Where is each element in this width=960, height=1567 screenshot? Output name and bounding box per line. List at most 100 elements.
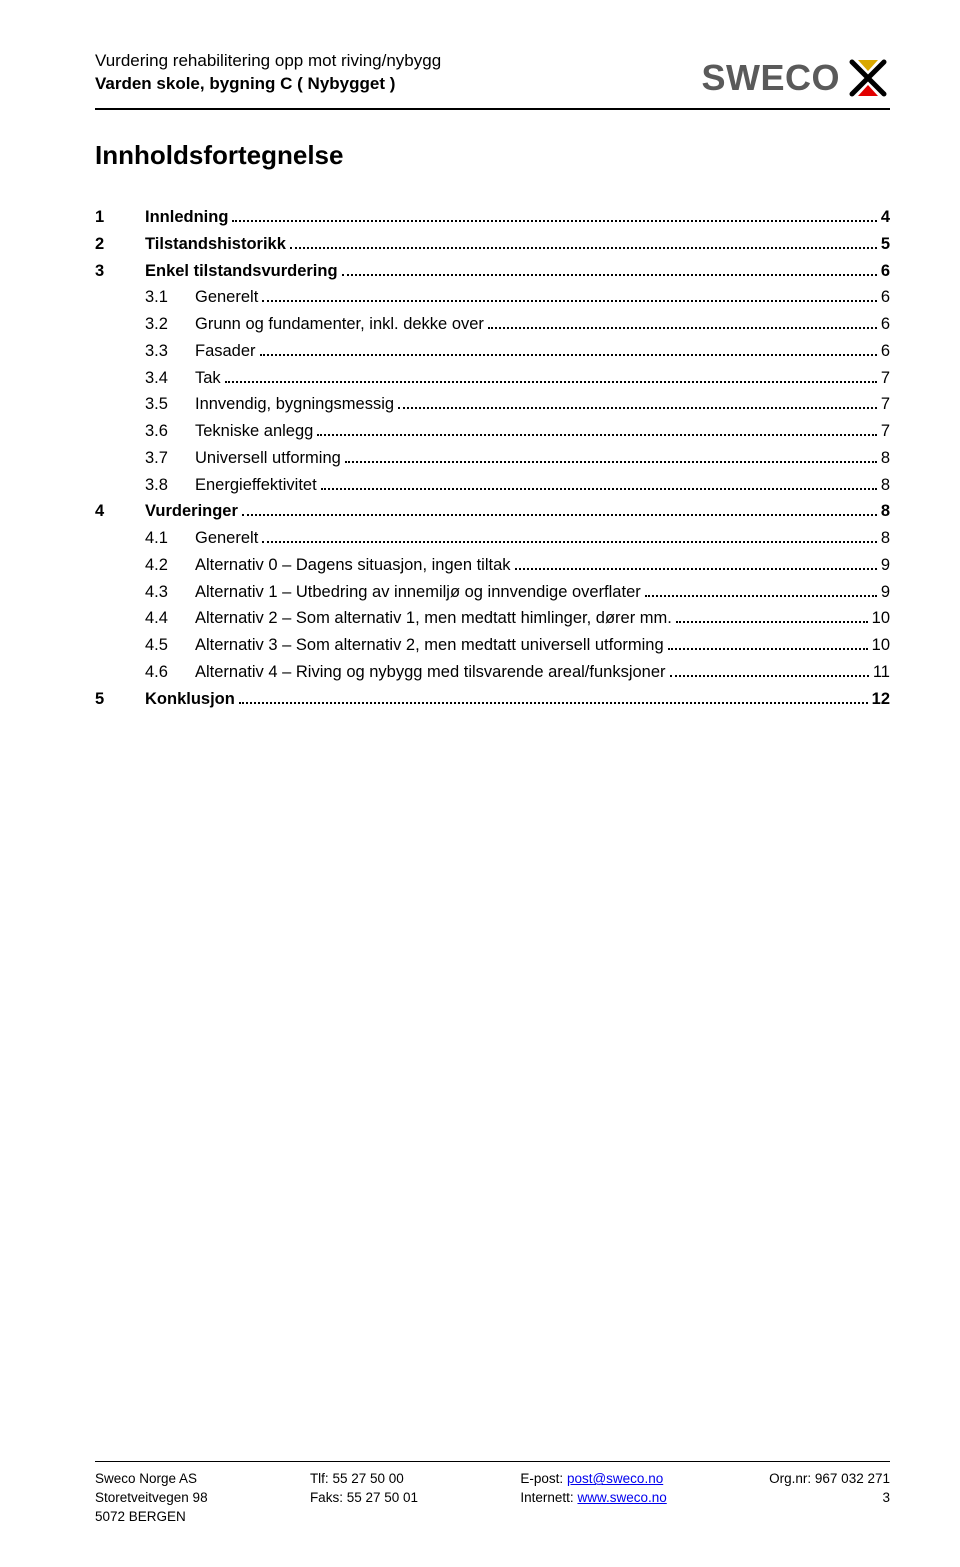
toc-row[interactable]: 3.7Universell utforming8	[95, 446, 890, 471]
toc-entry-number: 3	[95, 259, 145, 284]
toc-row[interactable]: 4.1Generelt8	[95, 526, 890, 551]
toc-row[interactable]: 1Innledning 4	[95, 205, 890, 230]
toc-entry-label: Tak	[195, 366, 221, 391]
toc-entry-page: 8	[881, 446, 890, 471]
footer-faks: Faks: 55 27 50 01	[310, 1489, 418, 1508]
toc-row[interactable]: 5Konklusjon12	[95, 687, 890, 712]
toc-entry-label: Konklusjon	[145, 687, 235, 712]
toc-entry-label: Alternativ 1 – Utbedring av innemiljø og…	[195, 580, 641, 605]
header-line1: Vurdering rehabilitering opp mot riving/…	[95, 50, 441, 73]
toc-title: Innholdsfortegnelse	[95, 140, 890, 171]
footer-col-phone: Tlf: 55 27 50 00 Faks: 55 27 50 01	[310, 1470, 418, 1527]
toc-entry-page: 10	[872, 633, 890, 658]
footer-epost-link[interactable]: post@sweco.no	[567, 1471, 663, 1486]
toc-entry-page: 6	[881, 285, 890, 310]
footer-col-contact: E-post: post@sweco.no Internett: www.swe…	[520, 1470, 666, 1527]
toc-entry-label: Enkel tilstandsvurdering	[145, 259, 338, 284]
page-footer: Sweco Norge AS Storetveitvegen 98 5072 B…	[95, 1461, 890, 1527]
toc-entry-label: Innvendig, bygningsmessig	[195, 392, 394, 417]
toc-entry-number: 1	[95, 205, 145, 230]
toc-leader-dots	[398, 407, 877, 409]
toc-leader-dots	[488, 327, 877, 329]
toc-row[interactable]: 4.2Alternativ 0 – Dagens situasjon, inge…	[95, 553, 890, 578]
logo-text: SWECO	[701, 57, 840, 99]
footer-col-company: Sweco Norge AS Storetveitvegen 98 5072 B…	[95, 1470, 208, 1527]
footer-addr1: Storetveitvegen 98	[95, 1489, 208, 1508]
toc-entry-label: Tekniske anlegg	[195, 419, 313, 444]
toc-row[interactable]: 3Enkel tilstandsvurdering 6	[95, 259, 890, 284]
footer-addr2: 5072 BERGEN	[95, 1508, 208, 1527]
toc-row[interactable]: 3.2Grunn og fundamenter, inkl. dekke ove…	[95, 312, 890, 337]
toc-entry-number: 4	[95, 499, 145, 524]
toc-entry-label: Generelt	[195, 526, 258, 551]
toc-entry-label: Alternativ 0 – Dagens situasjon, ingen t…	[195, 553, 511, 578]
toc-entry-number: 3.8	[145, 473, 195, 498]
toc-entry-label: Fasader	[195, 339, 256, 364]
toc-entry-number: 3.4	[145, 366, 195, 391]
toc-leader-dots	[262, 541, 877, 543]
header-text-block: Vurdering rehabilitering opp mot riving/…	[95, 50, 441, 96]
toc-row[interactable]: 3.1Generelt 6	[95, 285, 890, 310]
toc-entry-label: Alternativ 2 – Som alternativ 1, men med…	[195, 606, 672, 631]
toc-row[interactable]: 3.5Innvendig, bygningsmessig7	[95, 392, 890, 417]
toc-entry-number: 4.4	[145, 606, 195, 631]
toc-entry-label: Innledning	[145, 205, 228, 230]
toc-leader-dots	[645, 595, 877, 597]
toc-leader-dots	[345, 461, 877, 463]
toc-entry-label: Energieffektivitet	[195, 473, 317, 498]
toc-leader-dots	[321, 488, 877, 490]
footer-company: Sweco Norge AS	[95, 1470, 208, 1489]
toc-entry-page: 8	[881, 526, 890, 551]
toc-row[interactable]: 4.5Alternativ 3 – Som alternativ 2, men …	[95, 633, 890, 658]
sweco-logo-icon	[846, 56, 890, 100]
toc-row[interactable]: 3.8Energieffektivitet8	[95, 473, 890, 498]
table-of-contents: 1Innledning42Tilstandshistorikk53Enkel t…	[95, 205, 890, 711]
toc-entry-page: 6	[881, 339, 890, 364]
footer-page-number: 3	[769, 1489, 890, 1508]
toc-row[interactable]: 3.3Fasader6	[95, 339, 890, 364]
toc-entry-number: 4.3	[145, 580, 195, 605]
toc-leader-dots	[317, 434, 876, 436]
toc-leader-dots	[290, 247, 877, 249]
toc-entry-number: 4.2	[145, 553, 195, 578]
toc-entry-number: 3.7	[145, 446, 195, 471]
toc-entry-number: 3.1	[145, 285, 195, 310]
toc-entry-page: 4	[881, 205, 890, 230]
toc-row[interactable]: 4.6Alternativ 4 – Riving og nybygg med t…	[95, 660, 890, 685]
toc-row[interactable]: 2Tilstandshistorikk 5	[95, 232, 890, 257]
toc-leader-dots	[232, 220, 876, 222]
toc-leader-dots	[225, 381, 877, 383]
toc-entry-number: 2	[95, 232, 145, 257]
toc-row[interactable]: 4.4Alternativ 2 – Som alternativ 1, men …	[95, 606, 890, 631]
toc-entry-page: 9	[881, 553, 890, 578]
toc-leader-dots	[342, 274, 877, 276]
toc-row[interactable]: 3.4Tak7	[95, 366, 890, 391]
toc-entry-page: 10	[872, 606, 890, 631]
toc-entry-number: 3.6	[145, 419, 195, 444]
page-header: Vurdering rehabilitering opp mot riving/…	[95, 50, 890, 110]
toc-entry-label: Generelt	[195, 285, 258, 310]
toc-entry-label: Tilstandshistorikk	[145, 232, 286, 257]
toc-entry-page: 6	[881, 259, 890, 284]
toc-entry-page: 5	[881, 232, 890, 257]
toc-entry-page: 11	[873, 660, 890, 685]
toc-leader-dots	[239, 702, 868, 704]
toc-row[interactable]: 4.3Alternativ 1 – Utbedring av innemiljø…	[95, 580, 890, 605]
toc-row[interactable]: 3.6Tekniske anlegg 7	[95, 419, 890, 444]
toc-entry-number: 4.6	[145, 660, 195, 685]
toc-entry-label: Grunn og fundamenter, inkl. dekke over	[195, 312, 484, 337]
toc-entry-page: 7	[881, 419, 890, 444]
sweco-logo: SWECO	[701, 56, 890, 100]
toc-entry-number: 3.2	[145, 312, 195, 337]
footer-internett-link[interactable]: www.sweco.no	[577, 1490, 666, 1505]
toc-entry-label: Vurderinger	[145, 499, 238, 524]
footer-epost: E-post: post@sweco.no	[520, 1470, 666, 1489]
toc-entry-label: Alternativ 3 – Som alternativ 2, men med…	[195, 633, 664, 658]
toc-entry-number: 3.5	[145, 392, 195, 417]
toc-leader-dots	[670, 675, 869, 677]
toc-entry-page: 8	[881, 499, 890, 524]
footer-internett: Internett: www.sweco.no	[520, 1489, 666, 1508]
toc-entry-number: 4.5	[145, 633, 195, 658]
toc-entry-label: Alternativ 4 – Riving og nybygg med tils…	[195, 660, 666, 685]
toc-row[interactable]: 4Vurderinger 8	[95, 499, 890, 524]
